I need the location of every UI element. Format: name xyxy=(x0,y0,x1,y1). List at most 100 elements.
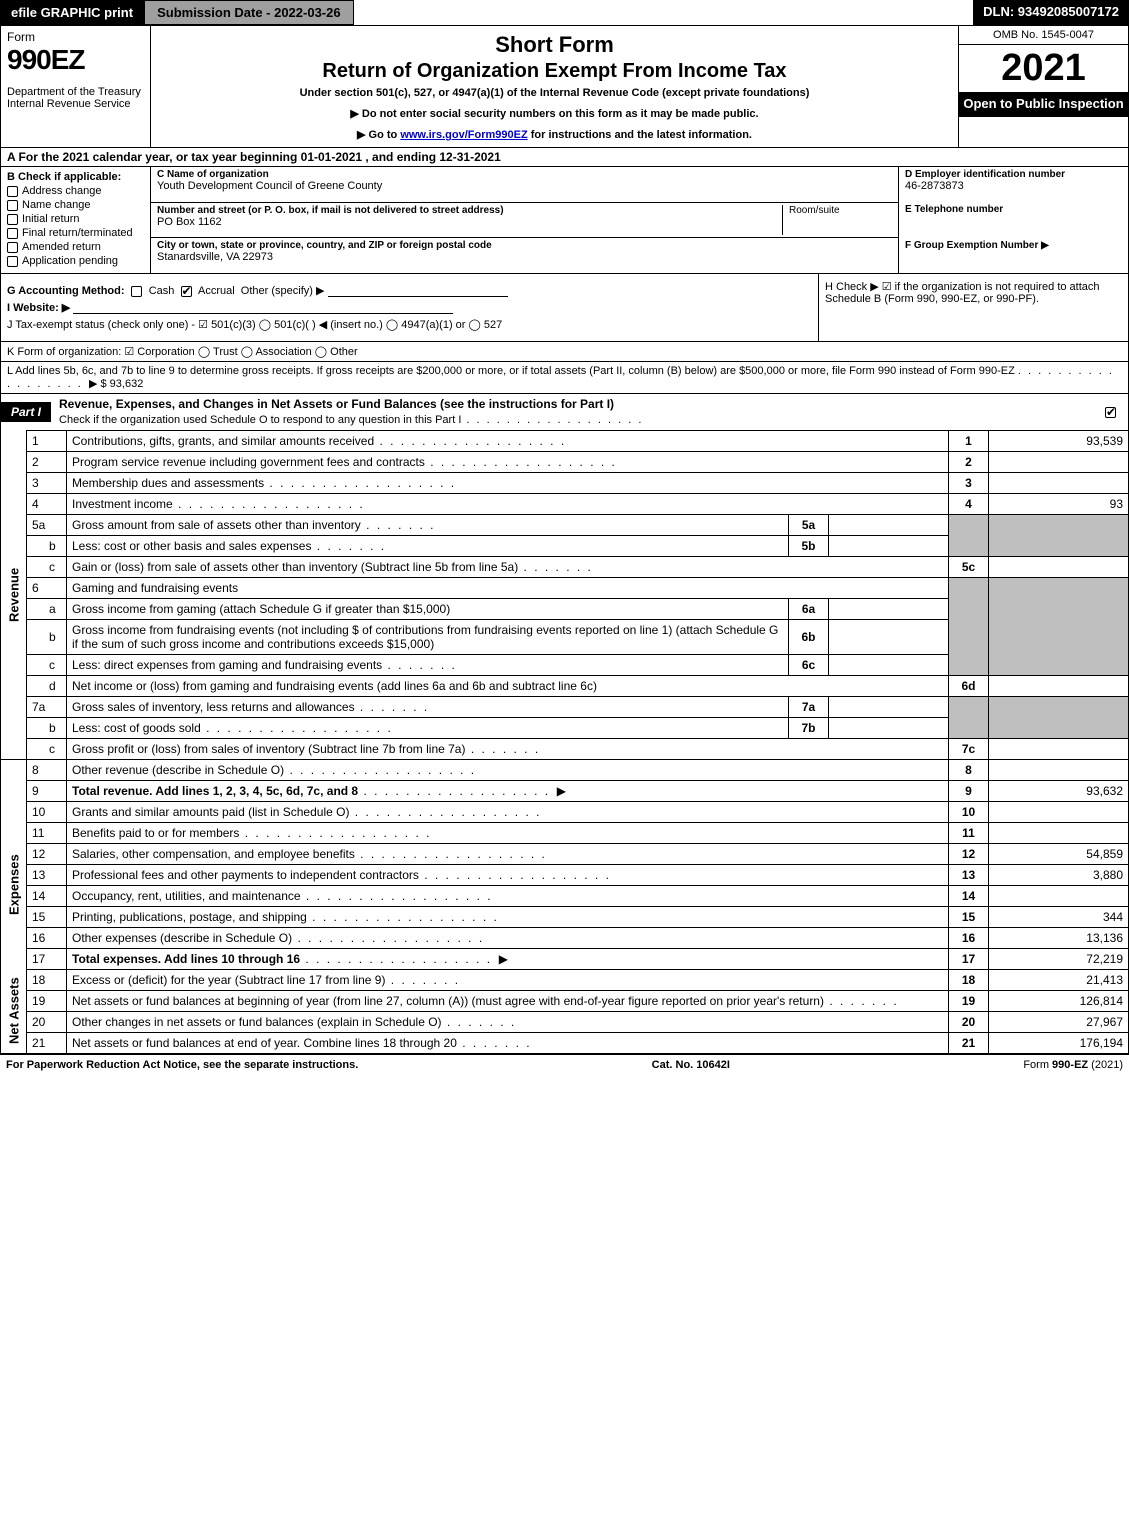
opt-initial-return: Initial return xyxy=(22,213,79,225)
ln6a-desc: Gross income from gaming (attach Schedul… xyxy=(67,598,789,619)
ln18-rn: 18 xyxy=(949,969,989,990)
ein-value: 46-2873873 xyxy=(905,180,1122,192)
efile-print-button[interactable]: efile GRAPHIC print xyxy=(0,0,144,25)
rev-spacer xyxy=(1,759,27,801)
f-group-cell: F Group Exemption Number ▶ xyxy=(899,238,1128,273)
g-accrual: Accrual xyxy=(198,285,235,297)
ln7b-num: b xyxy=(27,717,67,738)
form-header: Form 990EZ Department of the Treasury In… xyxy=(0,25,1129,147)
ln4-desc: Investment income xyxy=(67,493,949,514)
ln1-val: 93,539 xyxy=(989,430,1129,451)
submission-date-button[interactable]: Submission Date - 2022-03-26 xyxy=(144,0,354,25)
note-link: ▶ Go to www.irs.gov/Form990EZ for instru… xyxy=(161,128,948,141)
ln7a-sv xyxy=(829,696,949,717)
ghi-left: G Accounting Method: Cash Accrual Other … xyxy=(1,274,818,341)
ln11-num: 11 xyxy=(27,822,67,843)
chk-schedule-o[interactable] xyxy=(1105,407,1116,418)
e-phone-cell: E Telephone number xyxy=(899,202,1128,237)
ln4-rn: 4 xyxy=(949,493,989,514)
ln6a-sv xyxy=(829,598,949,619)
g-cash: Cash xyxy=(149,285,175,297)
ln20-rn: 20 xyxy=(949,1011,989,1032)
grey-7ab-val xyxy=(989,696,1129,738)
ln19-rn: 19 xyxy=(949,990,989,1011)
form-number: 990EZ xyxy=(7,44,144,76)
ln6c-sv xyxy=(829,654,949,675)
ln15-desc: Printing, publications, postage, and shi… xyxy=(67,906,949,927)
ln7c-rn: 7c xyxy=(949,738,989,759)
ln17-rn: 17 xyxy=(949,948,989,969)
ln16-desc: Other expenses (describe in Schedule O) xyxy=(67,927,949,948)
ln16-rn: 16 xyxy=(949,927,989,948)
ln17-val: 72,219 xyxy=(989,948,1129,969)
ln6d-num: d xyxy=(27,675,67,696)
note-ssn: ▶ Do not enter social security numbers o… xyxy=(161,107,948,120)
ln4-num: 4 xyxy=(27,493,67,514)
ln7b-sn: 7b xyxy=(789,717,829,738)
ln21-desc: Net assets or fund balances at end of ye… xyxy=(67,1032,949,1053)
omb-number: OMB No. 1545-0047 xyxy=(959,26,1128,45)
chk-amended-return[interactable] xyxy=(7,242,18,253)
bcdef-grid: B Check if applicable: Address change Na… xyxy=(0,166,1129,273)
c-city-cell: City or town, state or province, country… xyxy=(151,238,898,273)
c-city-label: City or town, state or province, country… xyxy=(157,240,892,251)
chk-cash[interactable] xyxy=(131,286,142,297)
top-bar: efile GRAPHIC print Submission Date - 20… xyxy=(0,0,1129,25)
ln18-num: 18 xyxy=(27,969,67,990)
ln8-num: 8 xyxy=(27,759,67,780)
ln8-rn: 8 xyxy=(949,759,989,780)
ln17-num: 17 xyxy=(27,948,67,969)
ln16-num: 16 xyxy=(27,927,67,948)
ln7a-sn: 7a xyxy=(789,696,829,717)
opt-final-return: Final return/terminated xyxy=(22,227,133,239)
l-text: L Add lines 5b, 6c, and 7b to line 9 to … xyxy=(7,365,1015,377)
ln18-desc: Excess or (deficit) for the year (Subtra… xyxy=(67,969,949,990)
title-return: Return of Organization Exempt From Incom… xyxy=(161,60,948,83)
part1-checkbox-wrap xyxy=(1105,405,1128,419)
chk-initial-return[interactable] xyxy=(7,214,18,225)
chk-address-change[interactable] xyxy=(7,186,18,197)
ln7a-num: 7a xyxy=(27,696,67,717)
i-label: I Website: ▶ xyxy=(7,302,70,314)
header-right: OMB No. 1545-0047 2021 Open to Public In… xyxy=(958,26,1128,147)
part1-tag: Part I xyxy=(1,402,51,422)
ln15-val: 344 xyxy=(989,906,1129,927)
ln5a-num: 5a xyxy=(27,514,67,535)
j-tax-exempt: J Tax-exempt status (check only one) - ☑… xyxy=(7,318,812,331)
ln21-rn: 21 xyxy=(949,1032,989,1053)
ln4-val: 93 xyxy=(989,493,1129,514)
opt-amended-return: Amended return xyxy=(22,241,101,253)
part1-sub-dots xyxy=(461,414,643,426)
ln3-rn: 3 xyxy=(949,472,989,493)
c-name-label: C Name of organization xyxy=(157,169,892,180)
chk-final-return[interactable] xyxy=(7,228,18,239)
top-bar-left: efile GRAPHIC print Submission Date - 20… xyxy=(0,0,354,25)
opt-application-pending: Application pending xyxy=(22,255,118,267)
ln20-val: 27,967 xyxy=(989,1011,1129,1032)
ln10-rn: 10 xyxy=(949,801,989,822)
chk-accrual[interactable] xyxy=(181,286,192,297)
c-street-label: Number and street (or P. O. box, if mail… xyxy=(157,205,782,216)
ln5b-desc: Less: cost or other basis and sales expe… xyxy=(67,535,789,556)
ln13-num: 13 xyxy=(27,864,67,885)
f-label: F Group Exemption Number ▶ xyxy=(905,240,1122,251)
l-arrow: ▶ $ xyxy=(89,378,107,390)
website-input[interactable] xyxy=(73,302,453,314)
tax-year: 2021 xyxy=(959,45,1128,92)
row-l: L Add lines 5b, 6c, and 7b to line 9 to … xyxy=(0,361,1129,393)
inspection-badge: Open to Public Inspection xyxy=(959,92,1128,117)
chk-application-pending[interactable] xyxy=(7,256,18,267)
ln8-val xyxy=(989,759,1129,780)
g-other-input[interactable] xyxy=(328,285,508,297)
ln5c-num: c xyxy=(27,556,67,577)
ln6d-rn: 6d xyxy=(949,675,989,696)
h-schedule-b: H Check ▶ ☑ if the organization is not r… xyxy=(818,274,1128,341)
ln12-num: 12 xyxy=(27,843,67,864)
ln6-desc: Gaming and fundraising events xyxy=(67,577,949,598)
ln14-rn: 14 xyxy=(949,885,989,906)
chk-name-change[interactable] xyxy=(7,200,18,211)
footer-right-post: (2021) xyxy=(1088,1059,1123,1071)
irs-link[interactable]: www.irs.gov/Form990EZ xyxy=(400,129,527,141)
c-name-cell: C Name of organization Youth Development… xyxy=(151,167,898,203)
e-label: E Telephone number xyxy=(905,204,1122,215)
